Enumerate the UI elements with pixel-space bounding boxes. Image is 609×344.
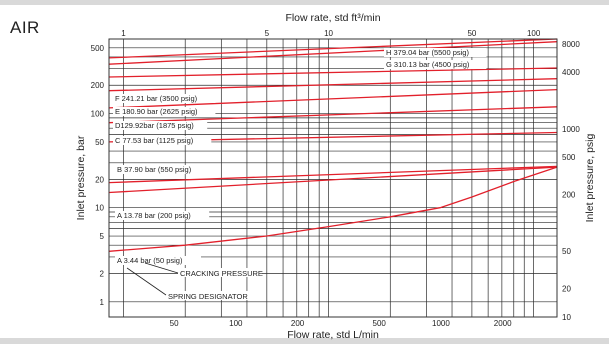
x-top-tick: 1 [121,29,126,38]
y-right-tick: 8000 [562,40,580,49]
curve-label-bg [384,60,487,69]
curve-1 [108,166,558,194]
curve-0 [108,166,558,252]
y-right-tick: 10 [562,313,571,322]
bottom-frame-bar [0,338,609,344]
curve-label-bg [113,94,216,103]
curve-7 [108,67,558,78]
y-left-tick: 200 [91,81,105,90]
curve-label-bg [115,256,201,265]
x-top-tick: 10 [324,29,333,38]
y-right-tick: 4000 [562,68,580,77]
curve-5 [108,88,558,109]
y-right-tick: 20 [562,285,571,294]
leader-line [126,267,167,296]
y-left-tick: 2 [100,269,105,278]
annotation-cracking-pressure: CRACKING PRESSURE [180,269,263,278]
y-right-title: Inlet pressure, psig [584,133,596,222]
curve-label: A 3.44 bar (50 psig) [117,256,183,265]
y-left-tick: 100 [91,110,105,119]
leader-line [144,262,179,274]
curve-label: C 77.53 bar (1125 psig) [115,136,194,145]
annotations: CRACKING PRESSURE SPRING DESIGNATOR [126,262,263,301]
x-bottom-tick: 50 [170,319,179,328]
x-top-tick: 50 [467,29,476,38]
curve-label-bg [113,136,212,145]
curve-4 [108,106,558,124]
y-left-tick: 10 [95,204,104,213]
y-left-tick: 500 [91,44,105,53]
x-top-tick: 5 [265,29,270,38]
top-frame-bar [0,0,609,5]
y-left-tick: 50 [95,138,104,147]
x-bottom-tick: 1000 [432,319,450,328]
x-bottom-tick: 2000 [494,319,512,328]
curve-label: E 180.90 bar (2625 psig) [115,107,198,116]
curve-labels: A 3.44 bar (50 psig) A 13.78 bar (200 psi… [113,48,487,265]
curve-label-bg [384,48,487,57]
x-bottom-tick: 100 [229,319,243,328]
tick-labels: 1 5 10 50 100 50 100 200 500 1000 2000 500 200 100 50 2… [91,29,581,328]
y-right-tick: 500 [562,153,576,162]
annotation-bg [166,291,252,300]
curve-label: F 241.21 bar (3500 psig) [115,94,198,103]
annotation-spring-designator: SPRING DESIGNATOR [168,292,248,301]
curve-label-bg [115,165,210,174]
curve-label-bg [113,107,216,116]
y-left-tick: 5 [100,232,105,241]
curve-2 [108,165,558,184]
curve-label: H 379.04 bar (5500 psig) [386,48,469,57]
annotation-bg [178,268,262,277]
curve-label: A 13.78 bar (200 psig) [117,211,191,220]
y-right-tick: 50 [562,247,571,256]
y-left-title: Inlet pressure, bar [75,135,87,220]
y-left-tick: 20 [95,175,104,184]
panel-title: AIR [10,18,40,37]
curve-label: D129.92bar (1875 psig) [115,121,194,130]
y-left-tick: 1 [100,298,105,307]
plot-frame [108,38,558,318]
y-right-tick: 200 [562,191,576,200]
x-bottom-tick: 500 [373,319,387,328]
x-bottom-tick: 200 [291,319,305,328]
curve-9 [108,38,558,59]
curve-label: B 37.90 bar (550 psig) [117,165,192,174]
curve-8 [108,41,558,65]
curve-label-bg [115,211,210,220]
x-top-title: Flow rate, std ft³/min [285,12,380,24]
x-top-tick: 100 [527,29,541,38]
curve-6 [108,78,558,92]
curve-label: G 310.13 bar (4500 psig) [386,60,470,69]
x-bottom-title: Flow rate, std L/min [287,329,379,341]
y-right-tick: 1000 [562,125,580,134]
curve-label-bg [113,121,208,130]
